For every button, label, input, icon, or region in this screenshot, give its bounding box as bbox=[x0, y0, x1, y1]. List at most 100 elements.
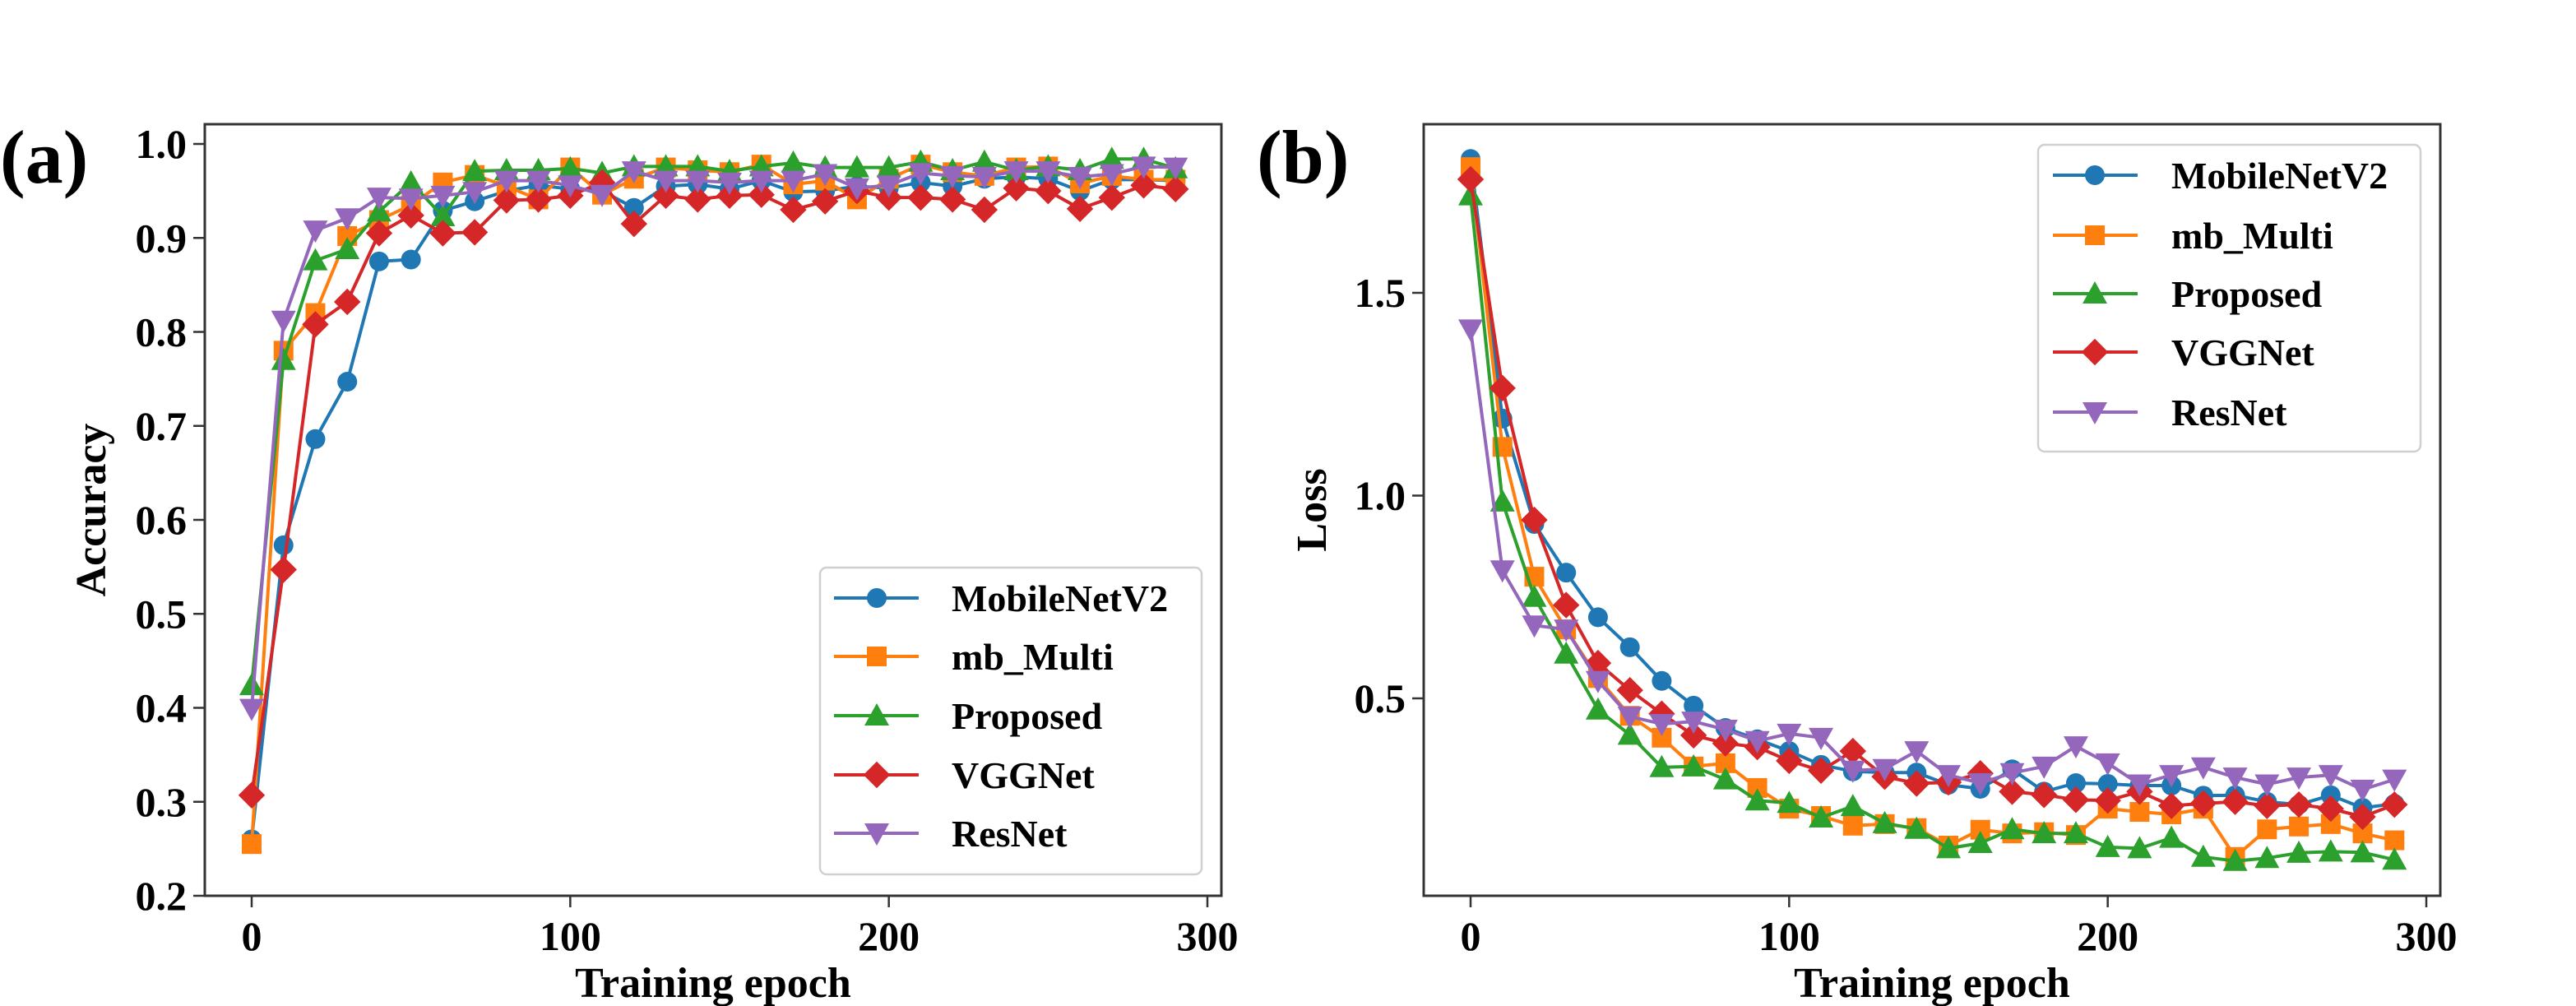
loss-series-resnet bbox=[1458, 319, 2407, 802]
loss-legend-box bbox=[2036, 143, 2422, 453]
accuracy-point-vggnet bbox=[1035, 177, 1062, 205]
loss-point-resnet bbox=[1681, 712, 1707, 735]
loss-point-resnet bbox=[2318, 765, 2343, 788]
accuracy-legend-item-proposed: Proposed bbox=[834, 695, 1103, 737]
panel-label-a: (a) bbox=[0, 115, 88, 199]
accuracy-point-vggnet bbox=[684, 186, 711, 213]
accuracy-point-resnet bbox=[1099, 164, 1124, 187]
accuracy-legend-item-vggnet: VGGNet bbox=[834, 754, 1095, 796]
accuracy-point-mobilenetv2 bbox=[273, 535, 294, 555]
loss-point-proposed bbox=[1490, 489, 1515, 512]
loss-point-vggnet bbox=[1457, 165, 1485, 193]
loss-point-proposed bbox=[1809, 804, 1834, 828]
accuracy-point-resnet bbox=[398, 188, 424, 211]
accuracy-point-resnet bbox=[1035, 161, 1061, 184]
loss-point-proposed bbox=[2127, 836, 2152, 859]
accuracy-point-vggnet bbox=[302, 311, 329, 338]
loss-point-proposed bbox=[1585, 697, 1610, 720]
loss-x-tick-label: 0 bbox=[1461, 913, 1481, 959]
loss-point-proposed bbox=[1522, 584, 1547, 607]
loss-plot-frame bbox=[1422, 123, 2442, 897]
loss-legend-label: VGGNet bbox=[2171, 331, 2314, 373]
loss-legend-marker-diamond-icon bbox=[2081, 338, 2109, 366]
accuracy-point-vggnet bbox=[365, 220, 393, 247]
loss-point-vggnet bbox=[2254, 792, 2281, 819]
accuracy-point-resnet bbox=[493, 170, 519, 193]
accuracy-y-tick-label: 0.9 bbox=[136, 215, 188, 261]
loss-y-tick-label: 0.5 bbox=[1355, 675, 1406, 721]
accuracy-y-tick-label: 0.2 bbox=[136, 873, 188, 919]
loss-point-proposed bbox=[2063, 821, 2088, 844]
loss-x-tick-label: 300 bbox=[2396, 913, 2458, 959]
accuracy-legend-marker-triangle-down-icon bbox=[864, 823, 889, 846]
loss-point-vggnet bbox=[2317, 795, 2344, 823]
loss-point-mobilenetv2 bbox=[1556, 563, 1577, 583]
accuracy-point-vggnet bbox=[1066, 195, 1094, 223]
loss-point-resnet bbox=[2032, 756, 2057, 779]
accuracy-y-tick-label: 0.8 bbox=[136, 309, 188, 355]
accuracy-point-resnet bbox=[653, 170, 679, 193]
loss-legend-marker-square-icon bbox=[2085, 225, 2105, 245]
accuracy-point-vggnet bbox=[907, 183, 934, 211]
accuracy-point-resnet bbox=[239, 698, 264, 721]
loss-legend-item-mobilenetv2: MobileNetV2 bbox=[2053, 155, 2388, 197]
loss-legend-item-vggnet: VGGNet bbox=[2053, 331, 2314, 373]
loss-point-mb-multi bbox=[2129, 802, 2150, 823]
loss-legend-marker-circle-icon bbox=[2085, 165, 2105, 185]
loss-point-vggnet bbox=[2381, 790, 2408, 818]
accuracy-point-vggnet bbox=[525, 186, 552, 213]
loss-point-resnet bbox=[2190, 757, 2216, 780]
loss-point-proposed bbox=[1554, 641, 1579, 664]
loss-point-vggnet bbox=[2222, 788, 2249, 815]
accuracy-point-resnet bbox=[1131, 156, 1156, 179]
accuracy-series-resnet bbox=[239, 156, 1188, 721]
loss-point-resnet bbox=[2063, 736, 2088, 759]
loss-legend-label: ResNet bbox=[2171, 392, 2287, 433]
loss-series-vggnet bbox=[1457, 165, 2408, 831]
loss-y-tick-label: 1.5 bbox=[1355, 270, 1406, 316]
loss-point-resnet bbox=[1777, 723, 1802, 746]
accuracy-point-resnet bbox=[1003, 161, 1029, 184]
loss-point-resnet bbox=[1936, 765, 1961, 788]
accuracy-point-proposed bbox=[366, 199, 391, 222]
loss-point-proposed bbox=[2254, 846, 2280, 869]
loss-legend-marker-triangle-down-icon bbox=[2083, 402, 2107, 424]
accuracy-legend-label: ResNet bbox=[952, 813, 1068, 855]
loss-point-resnet bbox=[2350, 779, 2375, 802]
loss-point-resnet bbox=[2159, 765, 2185, 788]
accuracy-point-resnet bbox=[908, 163, 934, 186]
accuracy-point-vggnet bbox=[1003, 174, 1030, 202]
accuracy-y-tick-label: 0.4 bbox=[136, 685, 188, 731]
accuracy-legend-item-mb-multi: mb_Multi bbox=[834, 636, 1114, 678]
accuracy-point-proposed bbox=[430, 203, 456, 226]
loss-point-proposed bbox=[1744, 788, 1770, 811]
accuracy-y-tick-label: 0.6 bbox=[136, 497, 188, 543]
accuracy-point-resnet bbox=[621, 161, 646, 184]
accuracy-point-proposed bbox=[1099, 146, 1124, 169]
loss-point-mobilenetv2 bbox=[2097, 774, 2118, 795]
loss-point-resnet bbox=[1490, 560, 1515, 583]
accuracy-x-tick-label: 0 bbox=[242, 913, 262, 959]
accuracy-legend-marker-circle-icon bbox=[867, 588, 887, 608]
loss-point-proposed bbox=[2032, 821, 2057, 844]
panel-label-b: (b) bbox=[1257, 115, 1349, 199]
loss-series-proposed bbox=[1458, 183, 2407, 871]
loss-legend-item-resnet: ResNet bbox=[2053, 392, 2287, 433]
loss-point-resnet bbox=[1649, 714, 1675, 737]
loss-point-vggnet bbox=[2349, 803, 2376, 831]
loss-point-proposed bbox=[2286, 840, 2312, 863]
loss-point-vggnet bbox=[1999, 778, 2026, 805]
accuracy-chart: (a) 0 100 200 300 0.2 0.3 0.4 0.5 0.6 0.7 0.8 0.9 1.… bbox=[0, 115, 1239, 1006]
loss-point-resnet bbox=[1809, 727, 1834, 750]
accuracy-series bbox=[238, 146, 1189, 855]
accuracy-point-vggnet bbox=[270, 556, 297, 583]
accuracy-y-axis-label: Accuracy bbox=[68, 424, 115, 597]
loss-point-resnet bbox=[2382, 769, 2407, 792]
loss-point-proposed bbox=[2159, 825, 2185, 848]
accuracy-point-proposed bbox=[239, 673, 264, 696]
accuracy-point-vggnet bbox=[748, 181, 775, 208]
loss-point-vggnet bbox=[2062, 786, 2090, 814]
accuracy-point-proposed bbox=[971, 149, 997, 172]
loss-point-vggnet bbox=[1839, 737, 1866, 765]
